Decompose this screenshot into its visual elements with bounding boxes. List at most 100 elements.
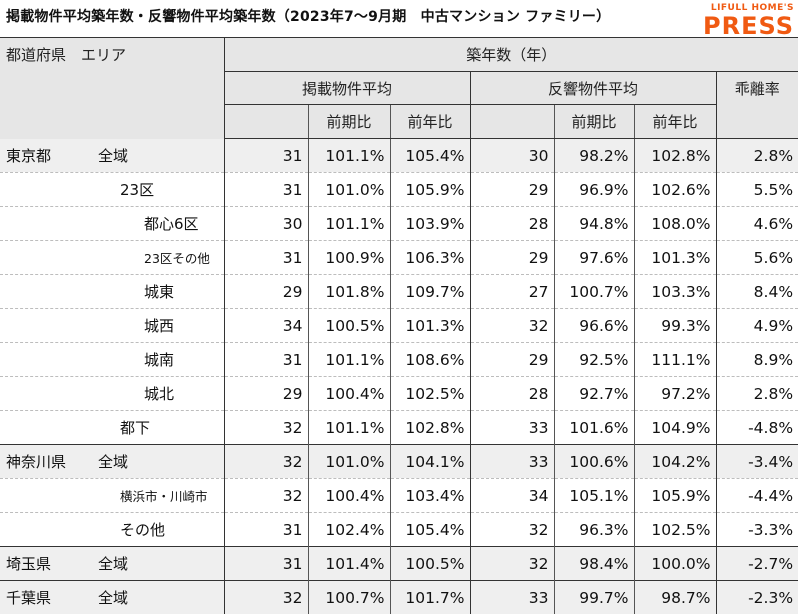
l-qoq-cell: 101.1% <box>308 411 390 445</box>
r-qoq-cell: 96.3% <box>554 513 634 547</box>
pref-label <box>0 486 98 505</box>
pref-label <box>0 383 98 404</box>
area-label: その他 <box>98 519 165 540</box>
div-cell: 5.5% <box>716 173 798 207</box>
resp-cell: 33 <box>470 581 554 614</box>
r-yoy-cell: 103.3% <box>634 275 716 309</box>
l-qoq-cell: 100.7% <box>308 581 390 614</box>
area-label: 全域 <box>98 451 128 472</box>
r-qoq-cell: 94.8% <box>554 207 634 241</box>
header-listed-qoq: 前期比 <box>308 105 390 139</box>
l-qoq-cell: 101.1% <box>308 207 390 241</box>
resp-cell: 29 <box>470 241 554 275</box>
l-qoq-cell: 101.0% <box>308 445 390 479</box>
r-qoq-cell: 100.7% <box>554 275 634 309</box>
div-cell: 4.9% <box>716 309 798 343</box>
area-label: 全域 <box>98 145 128 166</box>
listed-cell: 31 <box>224 241 308 275</box>
l-yoy-cell: 100.5% <box>390 547 470 581</box>
age-table: 都道府県 エリア 築年数（年） 掲載物件平均 反響物件平均 乖離率 前期比 前年… <box>0 37 798 614</box>
l-yoy-cell: 105.9% <box>390 173 470 207</box>
header-listed-yoy: 前年比 <box>390 105 470 139</box>
pref-area-cell: 城南 <box>0 343 224 377</box>
l-yoy-cell: 103.4% <box>390 479 470 513</box>
pref-label: 神奈川県 <box>0 451 98 472</box>
header-age: 築年数（年） <box>224 38 798 72</box>
r-yoy-cell: 97.2% <box>634 377 716 411</box>
r-qoq-cell: 101.6% <box>554 411 634 445</box>
pref-area-cell: 都心6区 <box>0 207 224 241</box>
l-yoy-cell: 102.5% <box>390 377 470 411</box>
r-qoq-cell: 96.9% <box>554 173 634 207</box>
l-yoy-cell: 103.9% <box>390 207 470 241</box>
div-cell: -2.7% <box>716 547 798 581</box>
pref-label: 千葉県 <box>0 587 98 608</box>
l-qoq-cell: 102.4% <box>308 513 390 547</box>
pref-area-cell: 城北 <box>0 377 224 411</box>
pref-area-cell: 23区 <box>0 173 224 207</box>
r-yoy-cell: 108.0% <box>634 207 716 241</box>
resp-cell: 32 <box>470 513 554 547</box>
resp-cell: 32 <box>470 547 554 581</box>
r-qoq-cell: 96.6% <box>554 309 634 343</box>
div-cell: -4.4% <box>716 479 798 513</box>
resp-cell: 27 <box>470 275 554 309</box>
l-yoy-cell: 104.1% <box>390 445 470 479</box>
div-cell: 2.8% <box>716 139 798 173</box>
r-yoy-cell: 102.6% <box>634 173 716 207</box>
r-qoq-cell: 98.4% <box>554 547 634 581</box>
resp-cell: 30 <box>470 139 554 173</box>
resp-cell: 33 <box>470 411 554 445</box>
pref-label <box>0 248 98 267</box>
div-cell: -4.8% <box>716 411 798 445</box>
listed-cell: 30 <box>224 207 308 241</box>
pref-label <box>0 519 98 540</box>
area-label: 都心6区 <box>98 213 199 234</box>
r-qoq-cell: 99.7% <box>554 581 634 614</box>
r-yoy-cell: 100.0% <box>634 547 716 581</box>
area-label: 城北 <box>98 383 174 404</box>
listed-cell: 34 <box>224 309 308 343</box>
pref-area-cell: 23区その他 <box>0 241 224 275</box>
r-qoq-cell: 92.7% <box>554 377 634 411</box>
header-pref-area: 都道府県 エリア <box>0 38 224 139</box>
resp-cell: 34 <box>470 479 554 513</box>
l-qoq-cell: 101.1% <box>308 343 390 377</box>
l-yoy-cell: 108.6% <box>390 343 470 377</box>
listed-cell: 31 <box>224 343 308 377</box>
pref-area-cell: その他 <box>0 513 224 547</box>
l-yoy-cell: 106.3% <box>390 241 470 275</box>
div-cell: -3.3% <box>716 513 798 547</box>
pref-label <box>0 281 98 302</box>
area-label: 横浜市・川崎市 <box>98 486 208 505</box>
r-yoy-cell: 99.3% <box>634 309 716 343</box>
r-qoq-cell: 105.1% <box>554 479 634 513</box>
area-label: 都下 <box>98 417 150 438</box>
header-divergence: 乖離率 <box>716 72 798 105</box>
pref-area-cell: 埼玉県全域 <box>0 547 224 581</box>
pref-label <box>0 179 98 200</box>
resp-cell: 33 <box>470 445 554 479</box>
l-yoy-cell: 102.8% <box>390 411 470 445</box>
r-qoq-cell: 97.6% <box>554 241 634 275</box>
l-yoy-cell: 105.4% <box>390 139 470 173</box>
r-yoy-cell: 104.2% <box>634 445 716 479</box>
area-label: 23区その他 <box>98 248 210 267</box>
div-cell: -2.3% <box>716 581 798 614</box>
header-response-qoq: 前期比 <box>554 105 634 139</box>
l-qoq-cell: 101.0% <box>308 173 390 207</box>
pref-label: 東京都 <box>0 145 98 166</box>
l-yoy-cell: 101.7% <box>390 581 470 614</box>
pref-area-cell: 東京都全域 <box>0 139 224 173</box>
